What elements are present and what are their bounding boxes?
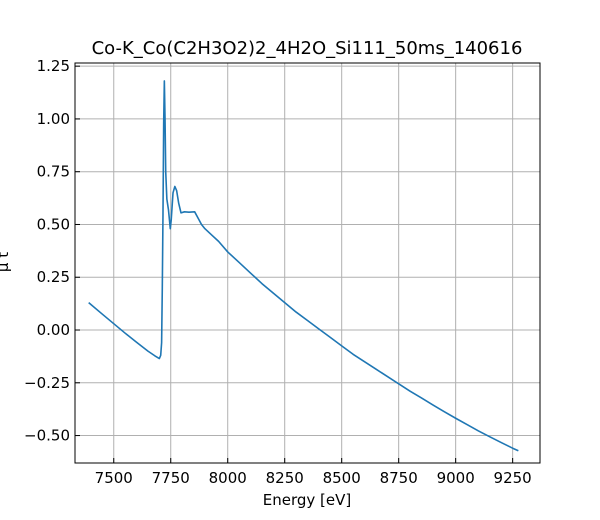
y-tick-label: 0.25: [37, 268, 70, 286]
x-tick-label: 7750: [152, 469, 190, 487]
x-tick-label: 7500: [95, 469, 133, 487]
gridlines: [75, 63, 540, 463]
y-axis-label: μ t: [0, 252, 12, 272]
y-tick-label: 0.75: [37, 163, 70, 181]
y-tick-label: 1.25: [37, 57, 70, 75]
y-tick-label: −0.50: [24, 427, 70, 445]
series-line: [88, 80, 519, 452]
x-tick-label: 9000: [437, 469, 475, 487]
y-tick-label: 1.00: [37, 110, 70, 128]
x-tick-label: 8750: [380, 469, 418, 487]
plot-area: [88, 80, 519, 452]
x-tick-label: 8250: [266, 469, 304, 487]
chart-title: Co-K_Co(C2H3O2)2_4H2O_Si111_50ms_140616: [92, 38, 523, 59]
x-tick-label: 9250: [494, 469, 532, 487]
plot-frame: [74, 62, 541, 464]
y-axis-ticks: −0.50 −0.25 0.00 0.25 0.50 0.75 1.00 1.25: [24, 57, 80, 445]
x-axis-label: Energy [eV]: [263, 491, 351, 509]
y-tick-label: 0.00: [37, 321, 70, 339]
x-tick-label: 8000: [209, 469, 247, 487]
y-tick-label: 0.50: [37, 215, 70, 233]
x-axis-ticks: 7500 7750 8000 8250 8500 8750 9000 9250: [95, 458, 532, 487]
x-tick-label: 8500: [323, 469, 361, 487]
y-tick-label: −0.25: [24, 374, 70, 392]
